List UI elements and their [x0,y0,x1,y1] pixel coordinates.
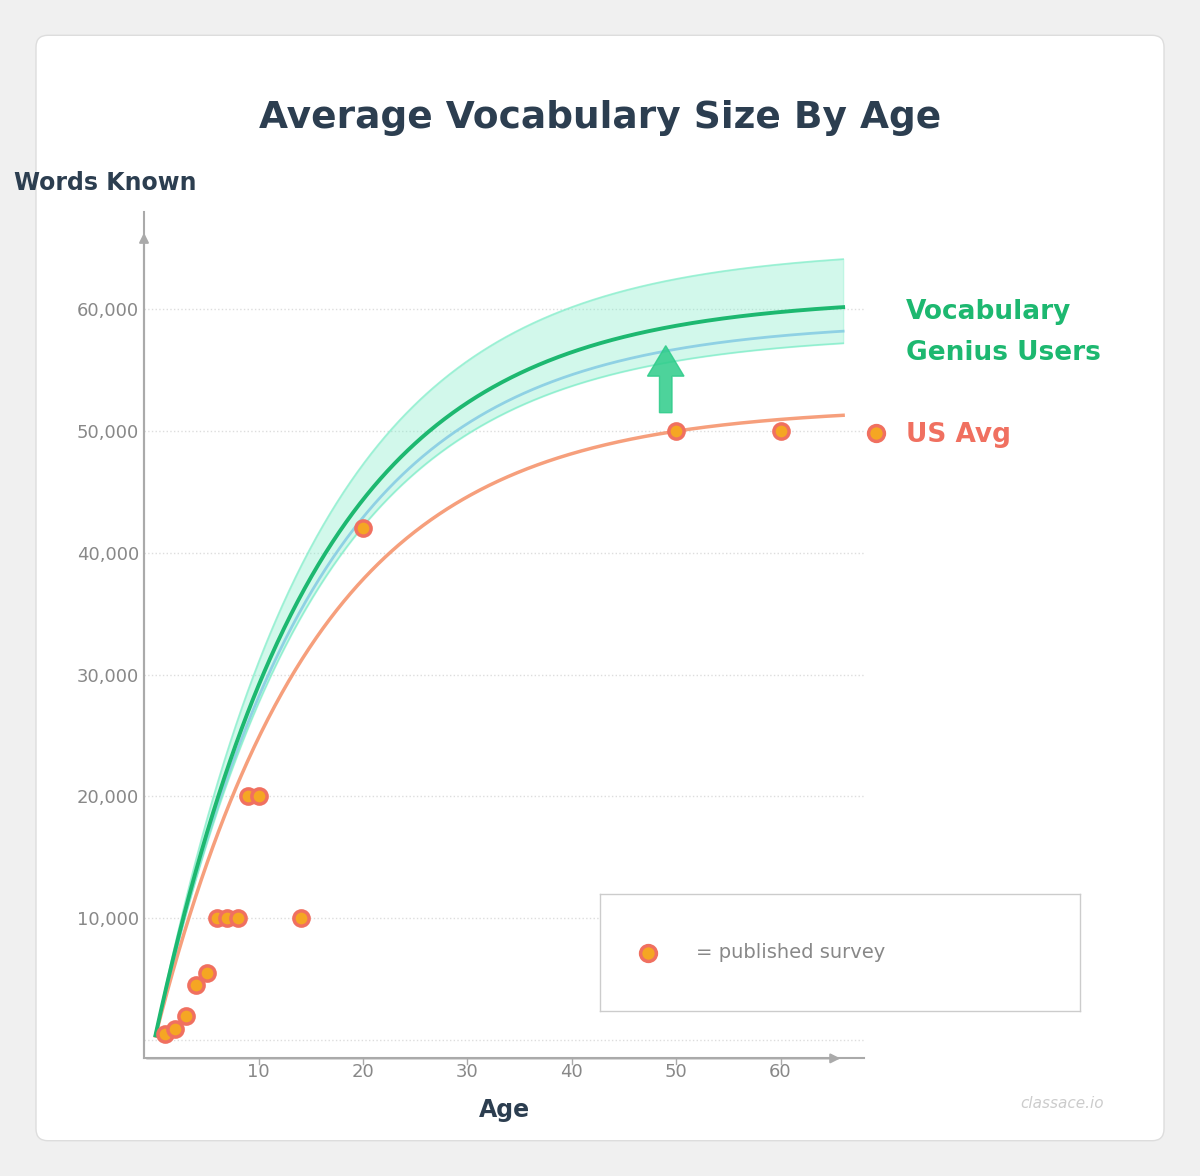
Point [186,976,205,995]
Point [770,421,790,440]
Point [155,1024,174,1043]
Point [239,787,258,806]
X-axis label: Age: Age [479,1098,529,1122]
Point [208,909,227,928]
Point [218,909,238,928]
Text: classace.io: classace.io [1020,1096,1104,1111]
Point [166,1020,185,1038]
Text: = published survey: = published survey [696,943,886,962]
Point [176,1007,196,1025]
Text: Average Vocabulary Size By Age: Average Vocabulary Size By Age [259,100,941,135]
FancyArrow shape [648,346,684,413]
Point [290,909,310,928]
Point [638,943,658,962]
Text: Words Known: Words Known [14,171,197,195]
Point [354,519,373,537]
Point [228,909,247,928]
Point [666,421,685,440]
Point [866,423,886,442]
Text: US Avg: US Avg [906,422,1010,448]
Text: Vocabulary: Vocabulary [906,299,1072,325]
Text: Genius Users: Genius Users [906,340,1100,366]
Point [197,963,216,982]
Point [250,787,269,806]
